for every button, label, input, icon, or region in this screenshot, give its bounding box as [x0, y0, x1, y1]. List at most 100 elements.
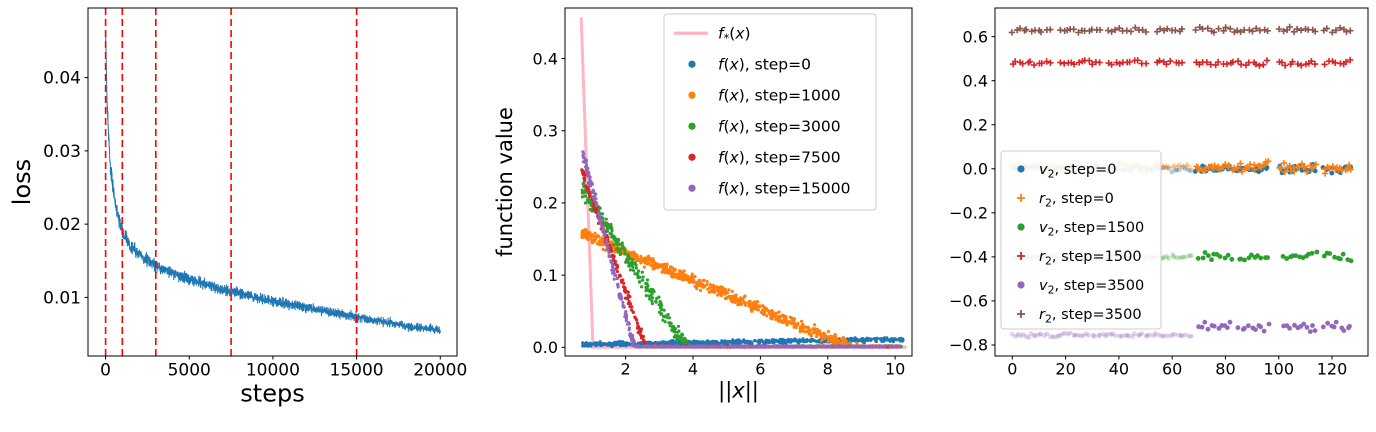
f-step-15000-point — [620, 296, 624, 300]
legend-plus-marker — [1017, 251, 1025, 260]
x-tick-label: 0 — [1007, 360, 1017, 379]
r2-step-0-point — [1280, 159, 1288, 167]
f-step-3000-point — [654, 300, 658, 304]
f-step-3000-point — [617, 242, 621, 246]
f-step-3000-point — [664, 315, 668, 319]
f-step-1000-point — [841, 336, 846, 340]
f-step-7500-point — [640, 334, 644, 338]
f-step-1000-point — [734, 297, 738, 301]
r2-step-1500-point — [1019, 60, 1026, 67]
f-step-15000-point — [596, 212, 600, 216]
v2-step-3500-early-point — [1159, 333, 1165, 339]
x-tick-label: 60 — [1162, 360, 1182, 379]
f-step-7500-point — [626, 302, 630, 306]
f-step-15000-point — [663, 345, 667, 349]
r2-step-1500-point — [1057, 59, 1064, 66]
f-step-15000-point — [616, 283, 620, 287]
y-tick-label: −0.6 — [949, 292, 988, 311]
f-step-0-point — [813, 339, 817, 343]
plot-border — [564, 7, 913, 357]
v2-step-1500-point — [1338, 256, 1343, 262]
legend-dot-marker — [1017, 223, 1025, 231]
r2-step-3500-point — [1105, 27, 1112, 34]
f-step-15000-point — [708, 345, 712, 349]
r2-step-1500-point — [1178, 59, 1186, 66]
legend-box — [663, 13, 877, 211]
v2-step-3500-early-point — [1147, 332, 1153, 338]
f-step-15000-point — [876, 345, 880, 349]
v2-step-3500-early-point — [1065, 331, 1071, 337]
f-step-0-point — [657, 341, 662, 345]
v2-step-3500-early-point — [1081, 333, 1086, 338]
f-step-1000-point — [593, 231, 597, 235]
f-step-7500-point — [618, 274, 622, 278]
f-step-1000-point — [806, 325, 810, 329]
r2-step-3500-point — [1132, 24, 1139, 31]
f-step-0-point — [767, 338, 771, 343]
r2-step-0-point — [1303, 168, 1311, 175]
v2-step-3500-early-point — [1131, 331, 1137, 336]
f-step-3000-point — [641, 275, 645, 279]
f-step-15000-point — [588, 178, 592, 182]
legend-dot-marker — [1017, 165, 1025, 173]
f-step-1000-point — [806, 329, 810, 334]
r2-step-1500-point — [1089, 61, 1096, 68]
f-step-3000-point — [669, 321, 673, 325]
f-step-1000-point — [581, 229, 585, 233]
r2-step-0-point — [1238, 168, 1246, 175]
f-step-7500-point — [641, 338, 646, 342]
f-step-15000-point — [612, 277, 616, 281]
v2-step-3500-early-point — [1075, 332, 1081, 338]
v2-step-3500-early-point — [1042, 333, 1047, 338]
f-step-1000-point — [763, 312, 767, 316]
f-step-1000-point — [652, 264, 656, 268]
r2-step-0-early-point — [1171, 162, 1178, 170]
r2-step-1500-point — [1260, 61, 1267, 68]
v2-step-0-early-point — [1173, 168, 1179, 173]
f-step-7500-point — [622, 281, 626, 285]
v2-step-3500-early-point — [1023, 334, 1029, 339]
r2-step-3500-point — [1164, 25, 1171, 32]
v2-step-3500-early-point — [1179, 333, 1185, 339]
v2-step-1500-point — [1314, 249, 1320, 255]
f-step-1000-point — [788, 315, 792, 319]
legend-plus-marker — [1017, 193, 1025, 202]
legend-dot-marker — [688, 122, 696, 130]
f-step-1000-point — [598, 238, 602, 242]
f-step-1000-point — [771, 310, 775, 314]
v2-step-3500-point — [1320, 324, 1326, 330]
v2-step-3500-early-point — [1018, 333, 1023, 339]
v2-step-3500-early-point — [1015, 332, 1021, 337]
r2-step-3500-point — [1253, 25, 1260, 32]
r2-step-3500-point — [1028, 28, 1035, 35]
r2-step-0-point — [1251, 166, 1258, 173]
r2-step-0-point — [1202, 164, 1209, 172]
f-step-1000-point — [671, 272, 675, 276]
f-step-1000-point — [842, 341, 846, 345]
f-step-3000-point — [617, 238, 621, 242]
v2-step-3500-early-point — [1126, 333, 1131, 339]
f-step-1000-point — [792, 319, 796, 323]
f-step-15000-point — [612, 267, 616, 271]
f-step-15000-point — [607, 250, 611, 254]
f-step-3000-point — [636, 271, 640, 275]
f-step-15000-point — [724, 345, 728, 349]
v2-step-3500-early-point — [1144, 332, 1150, 338]
f-step-1000-point — [817, 330, 821, 334]
y-tick-label: 0.1 — [533, 266, 558, 285]
r2-step-0-point — [1278, 165, 1285, 172]
v2-step-3500-point — [1235, 325, 1241, 331]
f-step-15000-point — [669, 344, 673, 348]
f-step-1000-point — [782, 320, 786, 324]
f-step-15000-point — [838, 344, 843, 348]
f-step-1000-point — [725, 296, 729, 300]
f-step-15000-point — [715, 344, 719, 348]
f-step-3000-point — [661, 314, 666, 319]
r2-step-1500-point — [1167, 57, 1174, 65]
v2-step-1500-early-point — [1188, 253, 1194, 259]
r2-step-0-point — [1347, 166, 1354, 173]
v2-step-3500-early-point — [1053, 334, 1058, 340]
f-step-1000-point — [648, 256, 652, 260]
x-tick-label: 10 — [885, 360, 905, 379]
r2-step-1500-point — [1108, 61, 1115, 68]
